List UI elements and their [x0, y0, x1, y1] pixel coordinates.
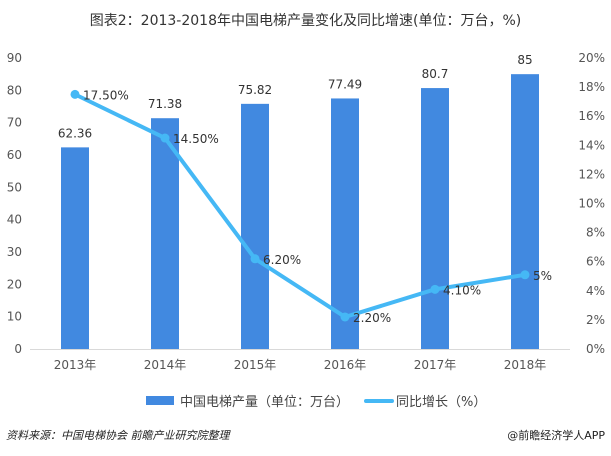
left-axis-tick: 30: [7, 245, 22, 259]
line-value-label: 5%: [533, 269, 552, 283]
line-value-label: 4.10%: [443, 283, 481, 297]
left-axis-tick: 20: [7, 277, 22, 291]
line-point: [160, 133, 170, 143]
growth-line: [74, 92, 526, 319]
bar-value-label: 85: [517, 53, 532, 67]
right-axis-tick: 8%: [586, 226, 605, 240]
legend-bar-label: 中国电梯产量（单位：万台）: [180, 395, 350, 410]
line-point: [430, 284, 440, 294]
bar: [511, 74, 539, 350]
bar: [151, 118, 179, 349]
legend-item-line: 同比增长（%）: [364, 391, 486, 410]
left-axis-tick: 80: [7, 83, 22, 97]
line-point: [340, 312, 350, 322]
x-axis-tick: 2014年: [144, 358, 187, 372]
line-value-label: 17.50%: [83, 88, 129, 102]
source-note: 资料来源：中国电梯协会 前瞻产业研究院整理: [6, 429, 230, 442]
bar-value-label: 62.36: [58, 126, 92, 140]
right-axis-tick: 0%: [586, 342, 605, 356]
x-axis-tick: 2015年: [234, 358, 277, 372]
line-value-label: 2.20%: [353, 311, 391, 325]
credit-note: @前瞻经济学人APP: [507, 429, 605, 442]
legend-line-label: 同比增长（%）: [396, 395, 487, 410]
x-axis-tick: 2017年: [414, 358, 457, 372]
legend-bar-swatch: [146, 396, 174, 405]
x-axis-tick: 2016年: [324, 358, 367, 372]
left-axis-tick: 50: [7, 180, 22, 194]
line-point: [250, 254, 260, 264]
line-point: [70, 89, 80, 99]
right-axis-tick: 14%: [578, 138, 605, 152]
left-axis-tick: 60: [7, 148, 22, 162]
left-axis-tick: 70: [7, 116, 22, 130]
bar-value-label: 77.49: [328, 77, 362, 91]
bar-value-label: 75.82: [238, 83, 272, 97]
right-axis-tick: 16%: [578, 109, 605, 123]
line-value-label: 14.50%: [173, 132, 219, 146]
bar-value-label: 71.38: [148, 97, 182, 111]
right-axis-tick: 10%: [578, 197, 605, 211]
left-axis-tick: 90: [7, 51, 22, 65]
bar: [331, 98, 359, 349]
bar: [421, 88, 449, 349]
bar-value-label: 80.7: [422, 67, 449, 81]
x-axis-tick: 2018年: [504, 358, 547, 372]
left-axis-tick: 40: [7, 213, 22, 227]
legend-line-swatch: [364, 398, 394, 403]
right-axis-tick: 20%: [578, 51, 605, 65]
line-point: [520, 270, 530, 280]
legend-item-bar: 中国电梯产量（单位：万台）: [146, 391, 349, 410]
bar: [61, 147, 89, 349]
right-axis-tick: 12%: [578, 167, 605, 181]
right-axis-tick: 6%: [586, 255, 605, 269]
right-axis-tick: 4%: [586, 284, 605, 298]
left-axis-tick: 0: [14, 342, 22, 356]
bar: [241, 103, 269, 349]
x-axis-tick: 2013年: [54, 358, 97, 372]
right-axis-tick: 2%: [586, 313, 605, 327]
chart-title: 图表2：2013-2018年中国电梯产量变化及同比增速(单位：万台，%): [89, 13, 522, 29]
left-axis-tick: 10: [7, 310, 22, 324]
line-value-label: 6.20%: [263, 253, 301, 267]
right-axis-tick: 18%: [578, 80, 605, 94]
